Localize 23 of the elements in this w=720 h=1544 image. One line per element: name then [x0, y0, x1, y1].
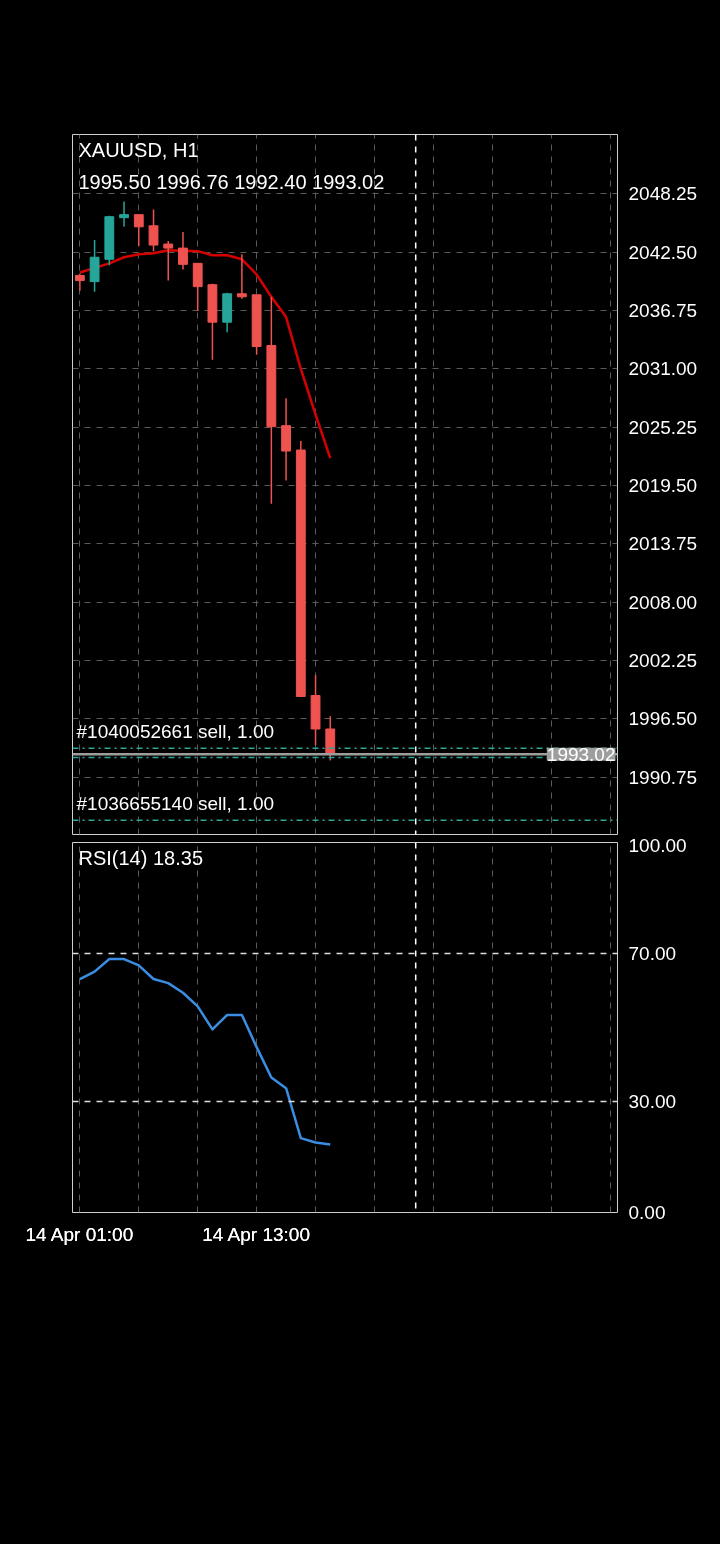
y-tick-label: 1996.50	[628, 708, 698, 730]
y-tick-label: 2036.75	[628, 300, 698, 322]
y-tick-label: 2031.00	[628, 358, 698, 380]
chart-title: XAUUSD, H1	[78, 138, 199, 161]
y-tick-label: 2013.75	[628, 533, 698, 555]
y-tick-label: 2042.50	[628, 241, 698, 263]
ref-line-label: 1993.02	[546, 743, 616, 765]
x-tick-label: 14 Apr 01:00	[25, 1223, 134, 1245]
x-tick-label: 14 Apr 13:00	[202, 1223, 310, 1245]
ref-line-label: #1040052661 sell, 1.00	[76, 721, 275, 743]
text: 1995.50 1996.76 1992.40 1993.02	[78, 170, 385, 193]
y-tick-label: 0.00	[628, 1202, 666, 1223]
y-tick-label: 2019.50	[628, 475, 698, 497]
chart-title: RSI(14) 18.35	[78, 846, 204, 869]
y-tick-label: 2048.25	[628, 183, 698, 205]
y-tick-label: 1990.75	[628, 766, 698, 788]
y-tick-label: 2025.25	[628, 416, 698, 438]
ref-line-label: #1036655140 sell, 1.00	[76, 793, 275, 815]
y-tick-label: 70.00	[628, 943, 677, 964]
y-tick-label: 2002.25	[628, 650, 698, 672]
y-tick-label: 30.00	[628, 1091, 677, 1112]
y-tick-label: 2008.00	[628, 591, 698, 613]
y-tick-label: 100.00	[628, 834, 687, 856]
